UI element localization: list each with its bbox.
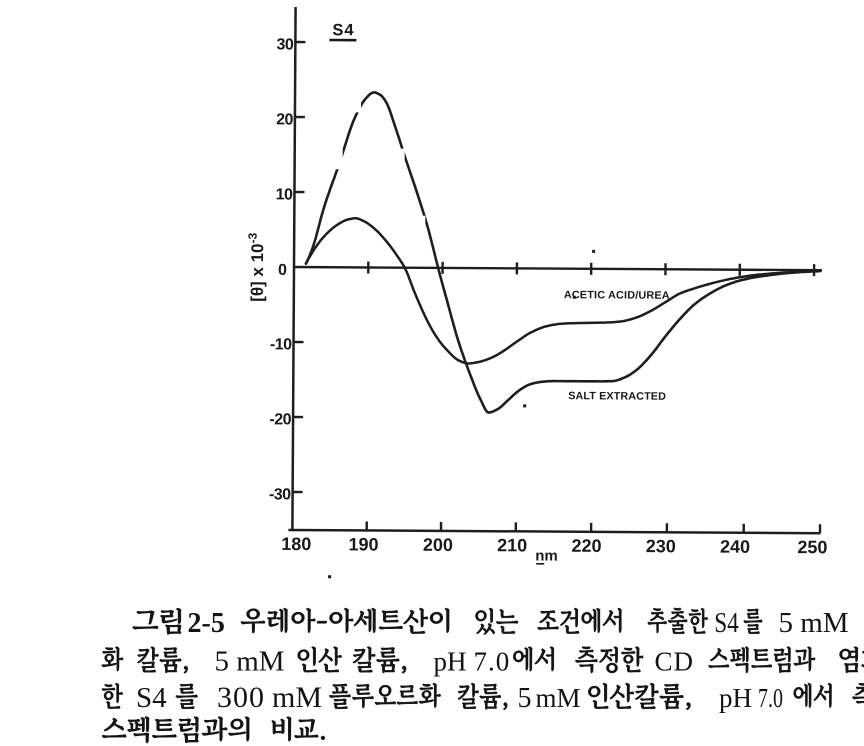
svg-text:-10: -10: [270, 336, 292, 353]
svg-text:0: 0: [278, 262, 287, 279]
svg-text:5 mM: 5 mM: [779, 607, 849, 639]
svg-text:mM: mM: [272, 681, 322, 714]
svg-text:240: 240: [720, 537, 750, 557]
svg-text:190: 190: [349, 534, 379, 554]
svg-text:S4: S4: [136, 682, 167, 714]
svg-text:250: 250: [797, 537, 827, 557]
svg-text:nm: nm: [535, 547, 558, 564]
svg-text:300: 300: [217, 681, 265, 714]
svg-text:10: 10: [276, 186, 294, 203]
svg-text:5 mM: 5 mM: [215, 646, 285, 678]
svg-text:SALT EXTRACTED: SALT EXTRACTED: [568, 390, 666, 403]
svg-text:5: 5: [518, 683, 532, 714]
svg-text:220: 220: [571, 536, 601, 556]
svg-text:230: 230: [646, 536, 676, 556]
svg-text:2-5: 2-5: [188, 608, 225, 639]
svg-text:20: 20: [276, 111, 294, 128]
svg-text:180: 180: [281, 534, 311, 554]
svg-text:200: 200: [423, 535, 453, 555]
svg-text:-20: -20: [269, 411, 291, 428]
svg-text:CD: CD: [655, 647, 695, 677]
svg-text:7.0: 7.0: [758, 683, 783, 713]
svg-text:S4: S4: [332, 21, 354, 39]
svg-text:[θ] x 10-3: [θ] x 10-3: [245, 232, 267, 301]
svg-text:mM: mM: [536, 683, 581, 713]
svg-text:pH: pH: [434, 647, 467, 677]
svg-text:pH: pH: [719, 683, 752, 713]
svg-text:7.0: 7.0: [474, 647, 511, 677]
svg-text:S4: S4: [714, 608, 739, 639]
svg-text:-30: -30: [269, 486, 291, 503]
svg-text:210: 210: [497, 535, 527, 555]
svg-text:30: 30: [277, 36, 295, 53]
svg-text:ACETIC ACID/UREA: ACETIC ACID/UREA: [564, 289, 670, 302]
